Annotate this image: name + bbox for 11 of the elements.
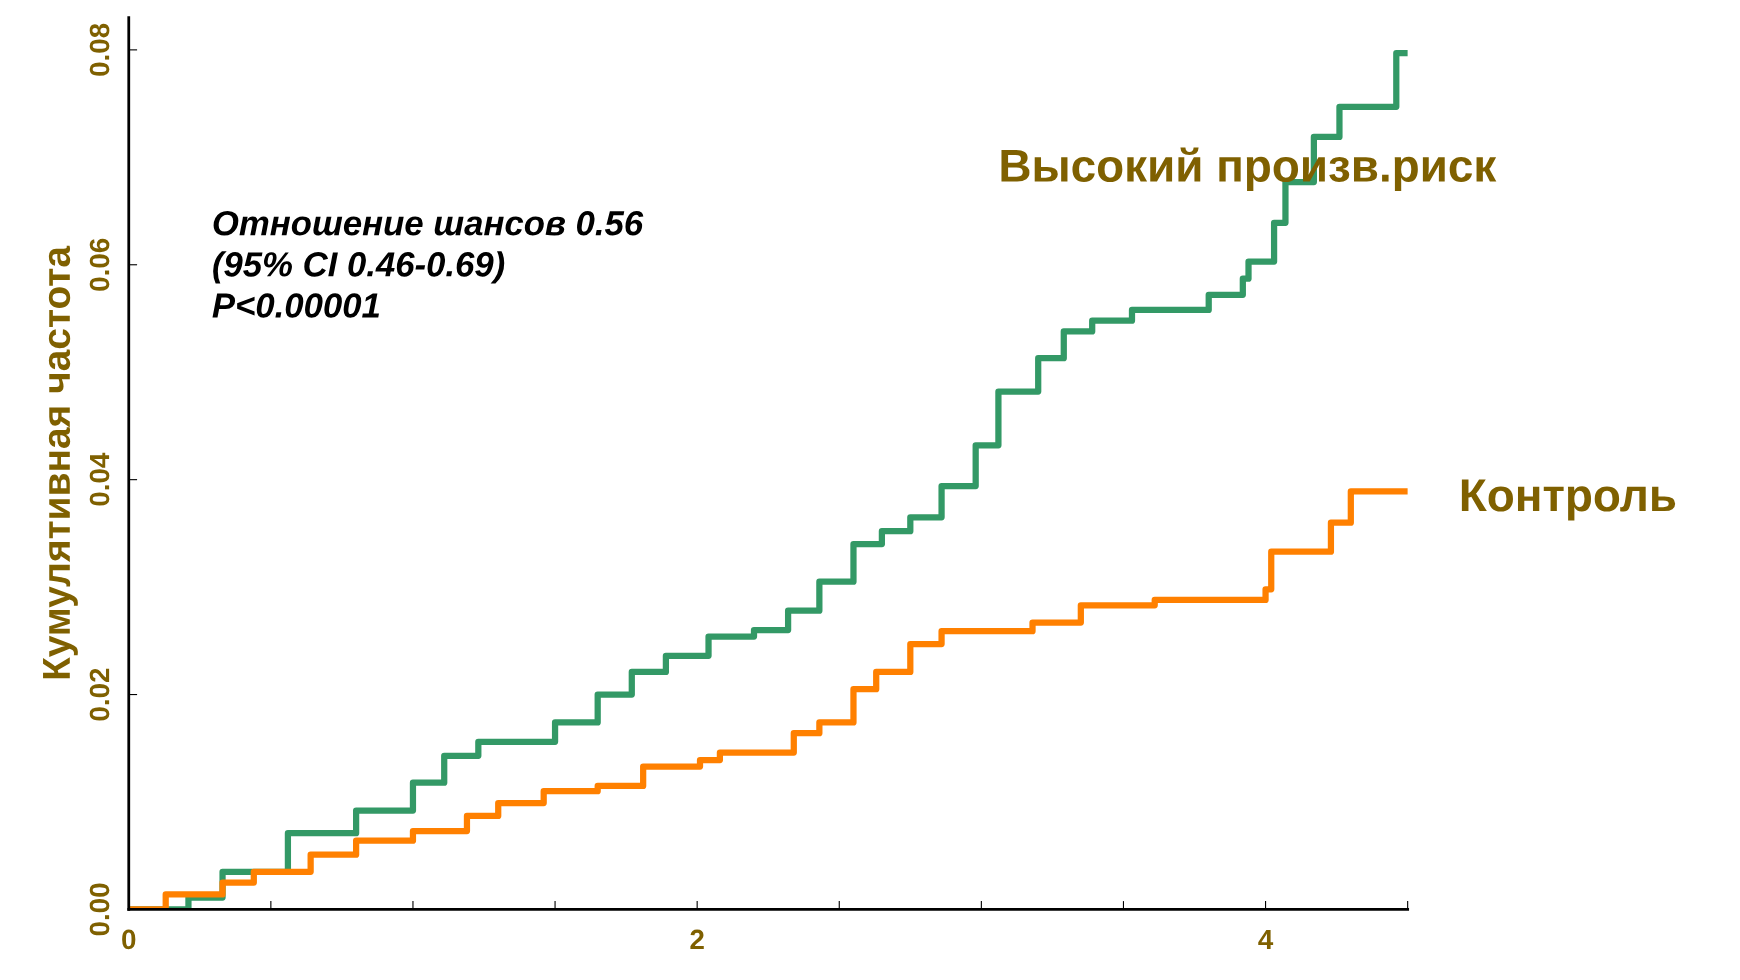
- annotation: Отношение шансов 0.56 (95% CI 0.46-0.69) P<0.00001: [212, 210, 644, 318]
- y-tick-label: 0.04: [89, 452, 110, 506]
- y-tick-label: 0.02: [89, 668, 110, 721]
- x-tick-label: 2: [690, 929, 704, 950]
- y-tick-label: 0.00: [89, 883, 110, 936]
- y-tick-label: 0.06: [89, 238, 110, 291]
- series-label: Контроль: [1461, 479, 1676, 521]
- x-tick-label: 4: [1258, 929, 1274, 950]
- y-axis-title: Кумулятивная частота: [43, 245, 78, 679]
- y-tick-label: 0.08: [89, 23, 110, 76]
- x-tick-label: 0: [122, 929, 136, 950]
